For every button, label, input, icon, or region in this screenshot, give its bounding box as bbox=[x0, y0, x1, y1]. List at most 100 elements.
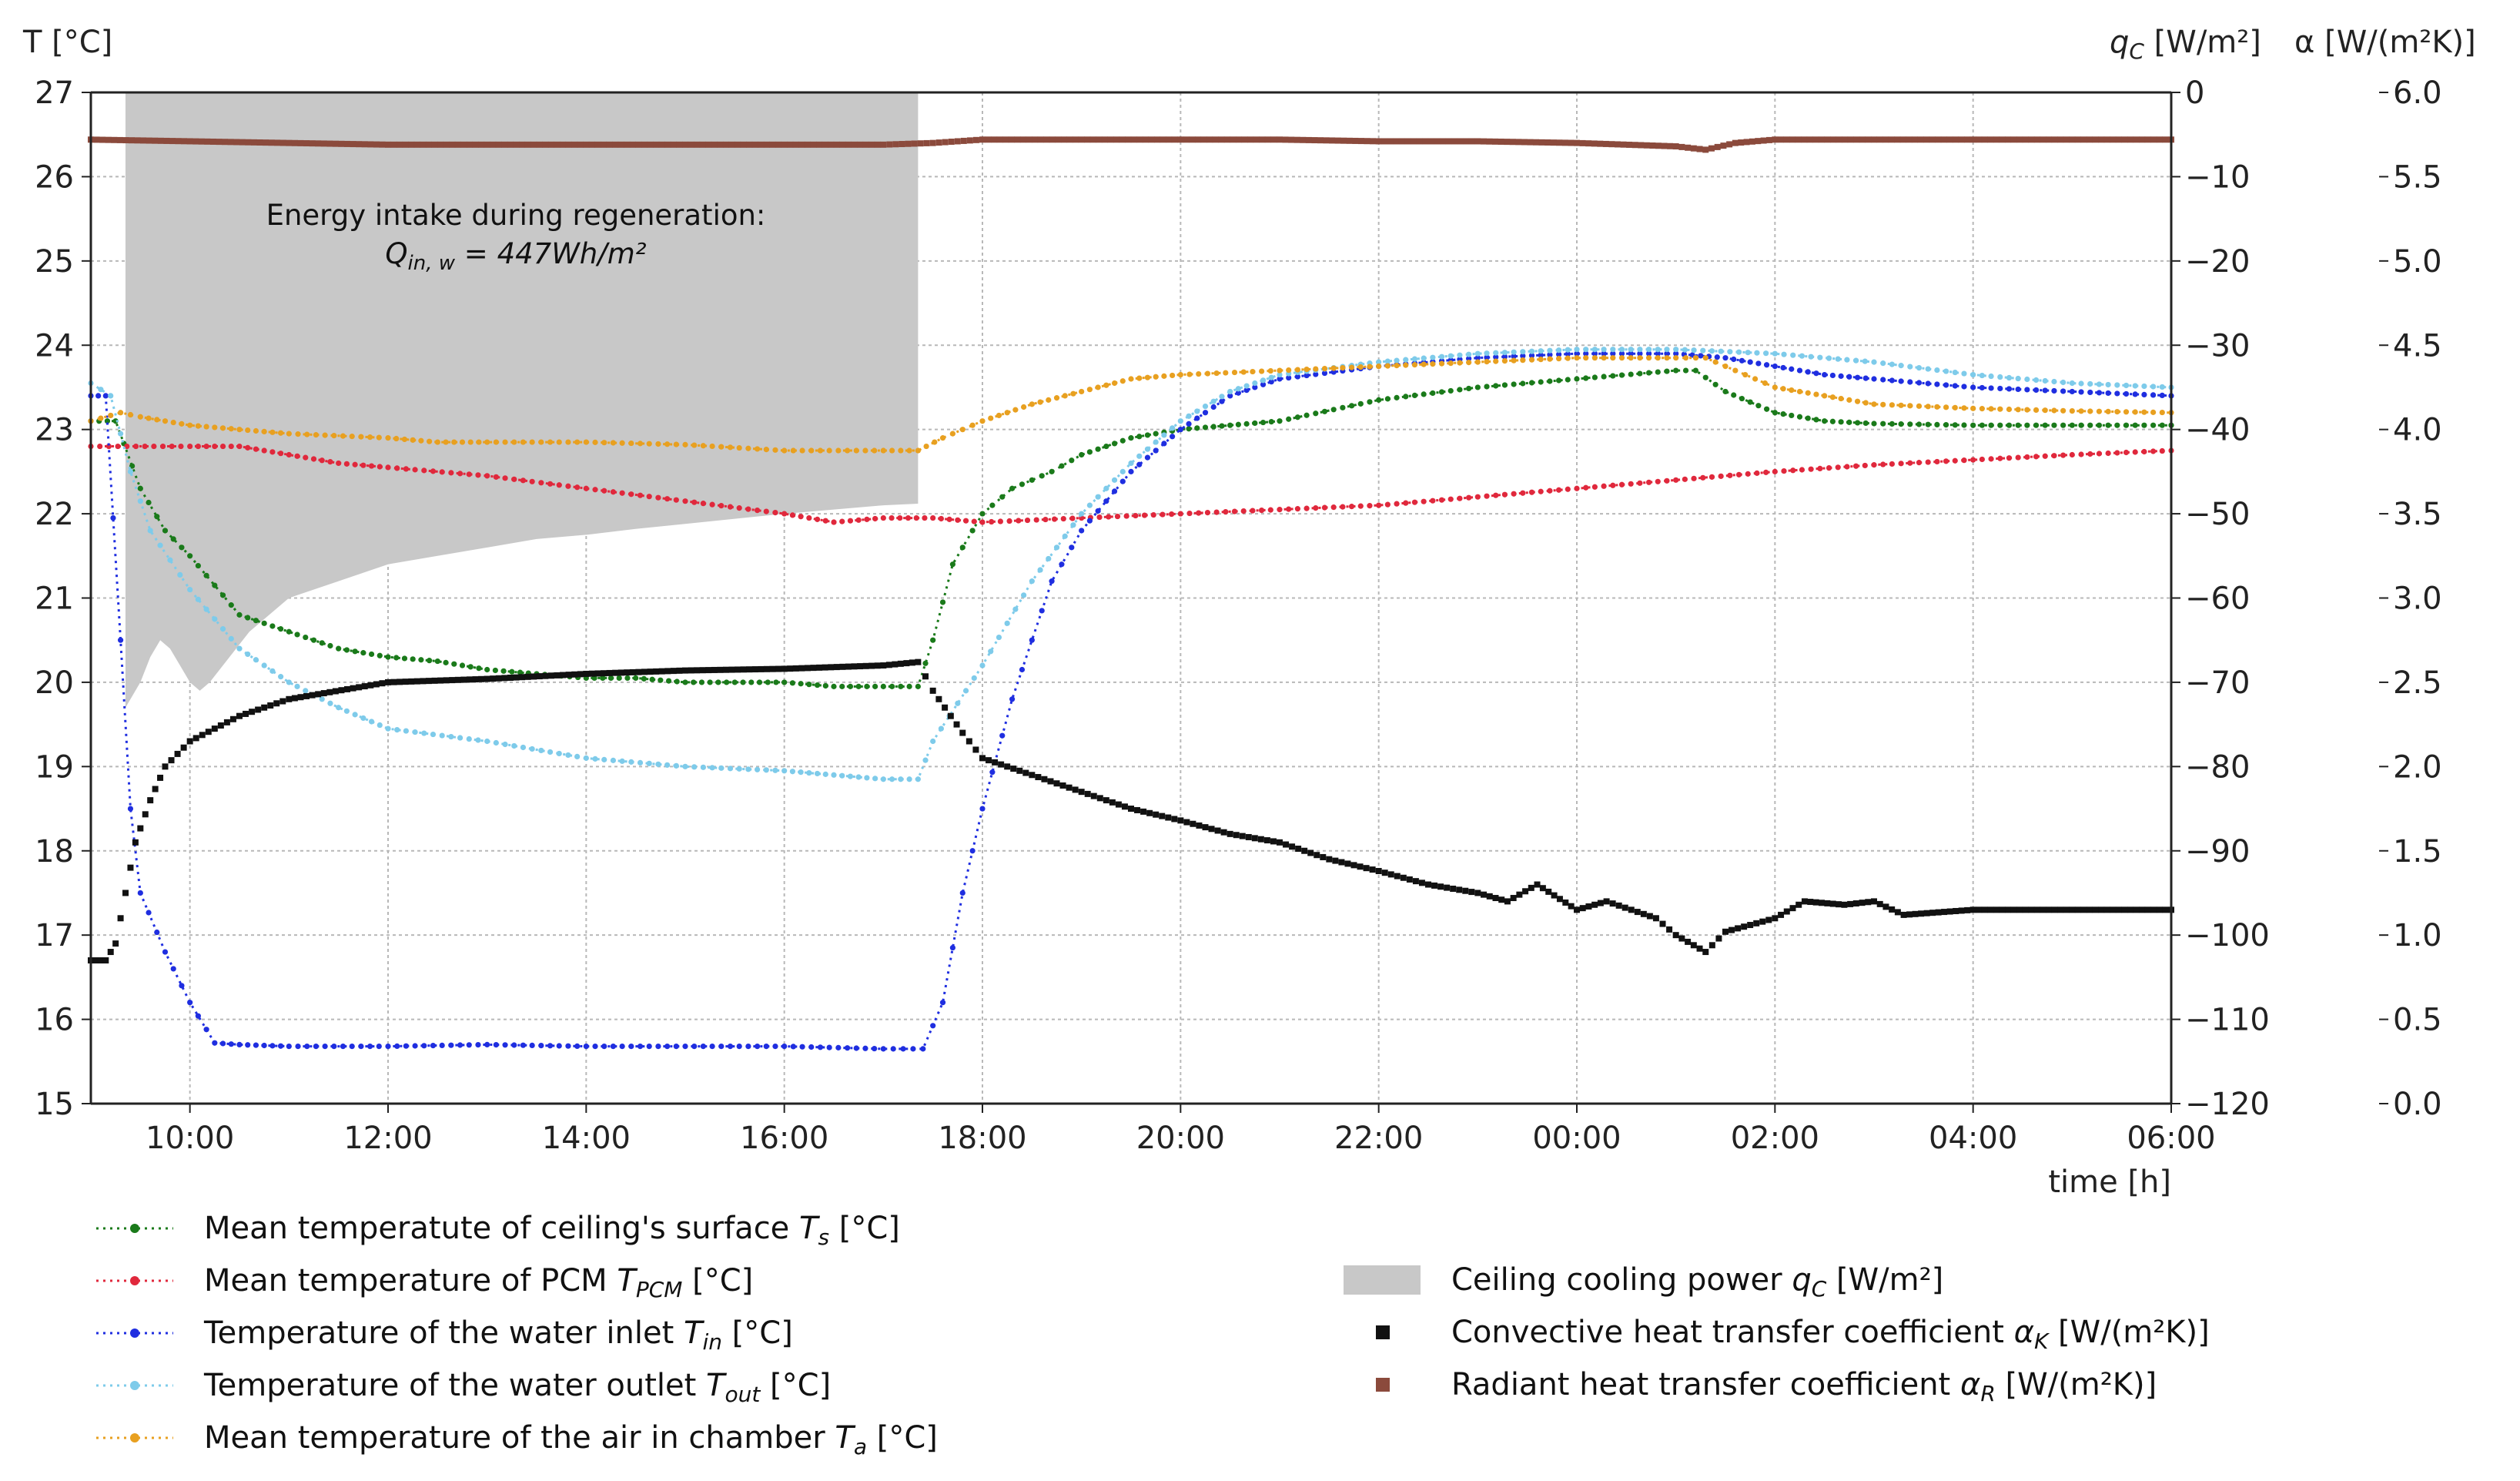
point-alphaR bbox=[2133, 136, 2140, 143]
point-alphaK bbox=[2087, 906, 2093, 913]
point-Ta bbox=[511, 439, 517, 445]
point-TPCM bbox=[2096, 451, 2103, 457]
point-alphaK bbox=[279, 698, 286, 705]
point-TPCM bbox=[484, 473, 490, 479]
point-alphaK bbox=[1778, 911, 1785, 918]
point-Tin bbox=[565, 1043, 571, 1049]
point-Ta bbox=[146, 415, 152, 421]
legend-marker-Tout bbox=[130, 1381, 139, 1390]
point-alphaK bbox=[1227, 830, 1233, 837]
point-alphaR bbox=[1002, 136, 1009, 143]
point-alphaK bbox=[1462, 887, 1469, 894]
point-alphaK bbox=[909, 659, 915, 666]
point-Ts bbox=[624, 675, 631, 682]
point-Tout bbox=[376, 722, 383, 729]
point-Ta bbox=[592, 439, 598, 445]
point-Tout bbox=[1466, 351, 1472, 357]
point-alphaR bbox=[175, 138, 182, 145]
point-Tin bbox=[959, 890, 965, 896]
point-Ta bbox=[1144, 374, 1151, 380]
point-alphaK bbox=[102, 957, 109, 963]
point-alphaR bbox=[2087, 136, 2093, 143]
point-Tout bbox=[938, 725, 944, 732]
point-Tin bbox=[1528, 353, 1535, 359]
point-alphaK bbox=[449, 677, 456, 684]
point-alphaK bbox=[1528, 884, 1534, 891]
point-alphaR bbox=[775, 141, 782, 148]
point-Ts bbox=[187, 553, 193, 559]
point-Tout bbox=[520, 744, 527, 751]
point-Tin bbox=[1144, 454, 1151, 461]
point-alphaK bbox=[694, 667, 701, 674]
point-TPCM bbox=[261, 447, 267, 454]
legend-label-alphaR: Radiant heat transfer coefficient αR [W/… bbox=[1451, 1367, 2157, 1406]
point-Ta bbox=[393, 435, 400, 442]
point-alphaK bbox=[1190, 820, 1196, 827]
point-Tout bbox=[1682, 347, 1688, 353]
point-TPCM bbox=[1376, 502, 1382, 508]
point-alphaK bbox=[1208, 826, 1215, 833]
point-Ts bbox=[898, 683, 904, 689]
point-Tout bbox=[2141, 383, 2147, 390]
point-TPCM bbox=[971, 518, 977, 524]
point-alphaR bbox=[1946, 136, 1953, 143]
point-alphaK bbox=[408, 678, 415, 685]
point-alphaK bbox=[722, 666, 729, 673]
point-alphaR bbox=[542, 141, 549, 148]
point-Ts bbox=[1591, 374, 1598, 380]
point-Ta bbox=[162, 418, 169, 424]
point-TPCM bbox=[574, 484, 581, 491]
point-alphaR bbox=[1387, 138, 1394, 145]
point-alphaR bbox=[2156, 136, 2163, 143]
point-Ta bbox=[170, 419, 176, 426]
point-Ta bbox=[401, 436, 408, 443]
point-alphaK bbox=[92, 957, 99, 963]
y-alpha-tick-label: 0.5 bbox=[2393, 1003, 2442, 1038]
point-Tout bbox=[1799, 353, 1805, 359]
point-Ta bbox=[1053, 395, 1060, 401]
point-Ta bbox=[1250, 368, 1256, 375]
point-Ts bbox=[1235, 421, 1241, 427]
point-Tout bbox=[187, 586, 193, 593]
point-TPCM bbox=[763, 508, 769, 514]
point-alphaK bbox=[1437, 883, 1444, 890]
point-Tin bbox=[709, 1043, 715, 1050]
point-Tout bbox=[1934, 367, 1940, 374]
point-Tin bbox=[146, 910, 152, 916]
point-alphaK bbox=[792, 665, 799, 672]
point-alphaR bbox=[942, 139, 949, 146]
point-alphaK bbox=[1486, 893, 1493, 900]
point-TPCM bbox=[872, 515, 878, 522]
point-TPCM bbox=[1340, 504, 1346, 510]
point-alphaR bbox=[594, 141, 601, 148]
point-alphaK bbox=[688, 667, 694, 674]
point-Ts bbox=[1556, 377, 1562, 384]
point-alphaR bbox=[1515, 139, 1522, 146]
point-Tin bbox=[286, 1043, 292, 1050]
point-TPCM bbox=[646, 494, 652, 500]
point-TPCM bbox=[1735, 471, 1742, 477]
point-Tin bbox=[1829, 372, 1836, 379]
point-Tout bbox=[219, 626, 226, 632]
point-Tin bbox=[269, 1043, 276, 1049]
point-TPCM bbox=[1267, 507, 1273, 513]
point-TPCM bbox=[319, 457, 325, 464]
point-alphaR bbox=[1987, 136, 1994, 143]
legend-item-TPCM: Mean temperature of PCM TPCM [°C] bbox=[96, 1263, 753, 1302]
point-TPCM bbox=[736, 505, 742, 511]
point-Tin bbox=[1755, 360, 1762, 367]
legend-marker-alphaR bbox=[1376, 1378, 1390, 1392]
point-TPCM bbox=[938, 515, 944, 522]
point-alphaR bbox=[1073, 136, 1079, 143]
point-Ta bbox=[418, 437, 424, 444]
point-Ta bbox=[2159, 409, 2165, 416]
point-Tin bbox=[2114, 390, 2120, 397]
point-alphaK bbox=[495, 675, 502, 682]
point-alphaR bbox=[1037, 136, 1044, 143]
point-alphaK bbox=[1865, 899, 1872, 906]
point-alphaK bbox=[255, 706, 262, 713]
point-Ta bbox=[772, 447, 778, 453]
point-Ts bbox=[154, 514, 160, 520]
point-Tout bbox=[1029, 578, 1035, 585]
y-left-tick-label: 21 bbox=[35, 581, 74, 617]
